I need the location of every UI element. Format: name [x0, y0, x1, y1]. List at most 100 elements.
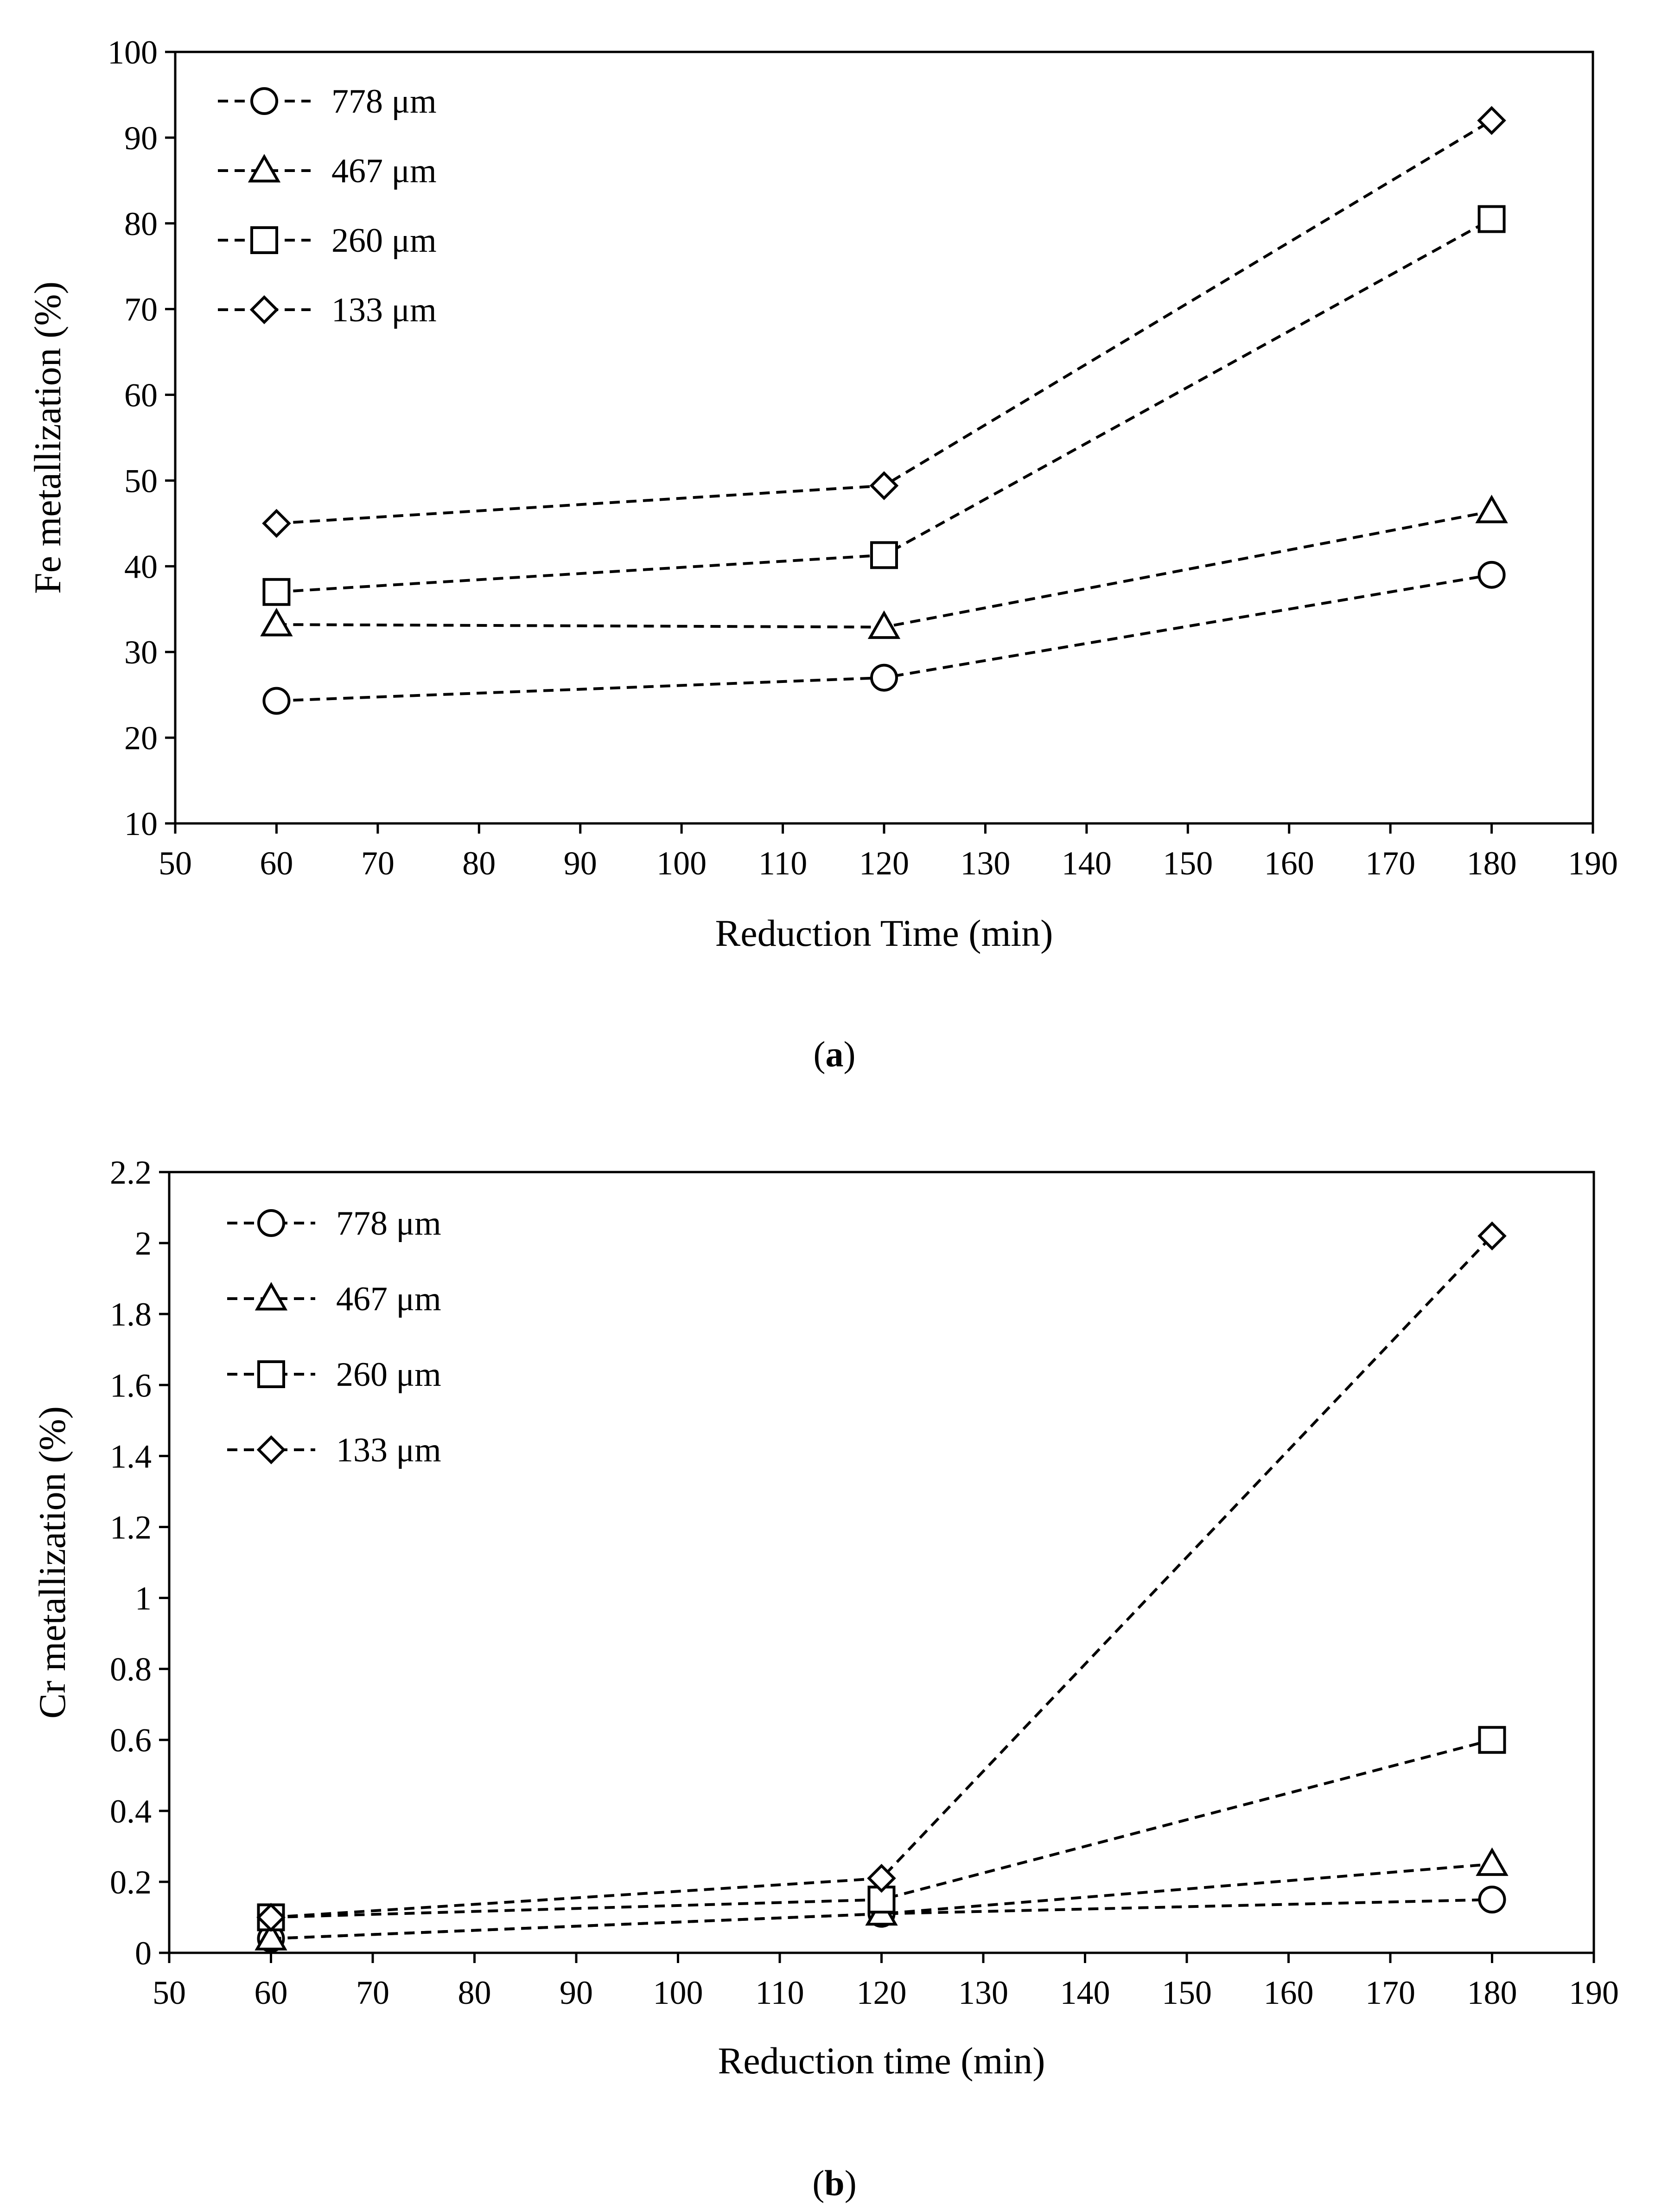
legend-label: 467 μm [336, 1280, 441, 1318]
x-tick-label: 50 [153, 1974, 186, 2011]
legend-label: 260 μm [331, 222, 437, 260]
x-axis: 50 60 70 80 90 100 110 120 130 140 150 160 170 180 190 [159, 823, 1618, 882]
legend-label: 133 μm [331, 291, 437, 329]
x-tick-label: 130 [958, 1974, 1008, 2011]
y-tick-label: 40 [124, 548, 158, 585]
x-tick-label: 60 [260, 845, 293, 882]
legend-label: 467 μm [331, 152, 437, 190]
y-tick-label: 1.8 [110, 1296, 152, 1333]
x-tick-label: 170 [1365, 845, 1415, 882]
legend-marker-circle-icon [250, 87, 278, 115]
x-tick-label: 140 [1060, 1974, 1110, 2011]
legend-item: 260 μm [227, 1356, 441, 1394]
series-line [271, 1235, 1493, 1919]
x-axis: 50 60 70 80 90 100 110 120 130 140 150 160 170 180 190 [153, 1953, 1619, 2011]
y-tick-label: 1.4 [110, 1438, 152, 1475]
data-point-diamond [867, 1864, 896, 1893]
data-point-triangle [1476, 1847, 1509, 1876]
legend: 778 μm 467 μm 260 μm 133 μm [227, 1205, 441, 1469]
legend-item: 133 μm [227, 1431, 441, 1469]
legend-label: 778 μm [331, 83, 437, 121]
x-tick-label: 130 [960, 845, 1010, 882]
x-tick-label: 70 [361, 845, 395, 882]
legend-label: 778 μm [336, 1205, 441, 1243]
data-point-square [262, 578, 291, 606]
legend-item: 778 μm [227, 1205, 441, 1243]
y-tick-label: 2.2 [110, 1154, 152, 1191]
legend-label: 260 μm [336, 1356, 441, 1394]
y-tick-label: 80 [124, 205, 158, 242]
x-tick-label: 190 [1569, 1974, 1619, 2011]
legend-label: 133 μm [336, 1431, 441, 1469]
y-tick-label: 0.6 [110, 1722, 152, 1759]
y-tick-label: 0.2 [110, 1864, 152, 1901]
data-point-square [1477, 205, 1506, 233]
data-point-diamond [256, 1903, 286, 1932]
y-axis-title: Cr metallization (%) [31, 1406, 73, 1719]
x-tick-label: 90 [564, 845, 597, 882]
x-tick-label: 50 [159, 845, 192, 882]
series-line [276, 217, 1493, 593]
legend-marker-square-icon [257, 1360, 285, 1388]
y-tick-label: 30 [124, 634, 158, 671]
y-tick-label: 1 [135, 1580, 152, 1617]
x-axis-title: Reduction Time (min) [715, 912, 1053, 954]
series-diamond [256, 1221, 1507, 1932]
x-tick-label: 160 [1264, 845, 1314, 882]
legend-item: 260 μm [218, 222, 437, 260]
data-point-circle [870, 663, 898, 692]
legend-item: 133 μm [218, 291, 437, 329]
y-tick-label: 100 [108, 34, 158, 71]
y-axis: 0 0.2 0.4 0.6 0.8 1 1.2 1.4 1.6 1.8 2 2.2 [110, 1154, 169, 1972]
y-axis: 10 20 30 40 50 60 70 80 90 100 [108, 34, 175, 842]
panel-b-cr-metallization-chart: (b) 50 60 70 80 90 100 110 120 130 140 150 160 170 18… [31, 1154, 1619, 2203]
legend-item: 778 μm [218, 83, 437, 121]
legend-item: 467 μm [218, 152, 437, 190]
y-tick-label: 1.6 [110, 1367, 152, 1404]
y-tick-label: 0.4 [110, 1793, 152, 1830]
legend-marker-diamond-icon [249, 295, 279, 325]
y-tick-label: 20 [124, 720, 158, 757]
series-triangle [260, 494, 1508, 639]
series-line [271, 1862, 1492, 1940]
y-tick-label: 70 [124, 291, 158, 328]
x-tick-label: 180 [1467, 1974, 1517, 2011]
y-tick-label: 50 [124, 462, 158, 499]
series-line [276, 510, 1492, 629]
legend-marker-diamond-icon [256, 1435, 286, 1465]
data-point-diamond [1477, 1221, 1507, 1251]
data-point-square [1478, 1726, 1506, 1754]
x-tick-label: 120 [857, 1974, 907, 2011]
series-square [262, 205, 1506, 606]
y-axis-title: Fe metallization (%) [26, 281, 69, 594]
x-tick-label: 150 [1162, 1974, 1212, 2011]
data-point-circle [1478, 1886, 1506, 1914]
legend-marker-square-icon [250, 226, 278, 254]
data-point-triangle [260, 608, 293, 637]
panel-a-fe-metallization-chart: (a) 50 60 70 80 90 100 110 120 130 140 150 160 170 18… [26, 34, 1618, 1074]
data-point-diamond [869, 471, 899, 500]
x-tick-label: 100 [656, 845, 707, 882]
x-axis-title: Reduction time (min) [718, 2040, 1045, 2082]
data-point-triangle [255, 1922, 287, 1951]
x-tick-label: 120 [859, 845, 909, 882]
x-tick-label: 80 [458, 1974, 491, 2011]
data-point-circle [1477, 561, 1506, 589]
x-tick-label: 110 [758, 845, 807, 882]
x-tick-label: 140 [1062, 845, 1112, 882]
x-tick-label: 110 [755, 1974, 804, 2011]
legend-marker-triangle-icon [248, 153, 281, 183]
y-tick-label: 1.2 [110, 1509, 152, 1546]
y-tick-label: 60 [124, 377, 158, 414]
y-tick-label: 90 [124, 120, 158, 157]
legend-marker-triangle-icon [255, 1281, 288, 1311]
x-tick-label: 100 [653, 1974, 703, 2011]
x-tick-label: 60 [255, 1974, 288, 2011]
y-tick-label: 2 [135, 1225, 152, 1262]
x-tick-label: 80 [462, 845, 496, 882]
series-square [257, 1726, 1506, 1932]
data-point-diamond [262, 509, 291, 538]
y-tick-label: 10 [124, 805, 158, 842]
panel-b-caption: (b) [812, 2163, 856, 2203]
